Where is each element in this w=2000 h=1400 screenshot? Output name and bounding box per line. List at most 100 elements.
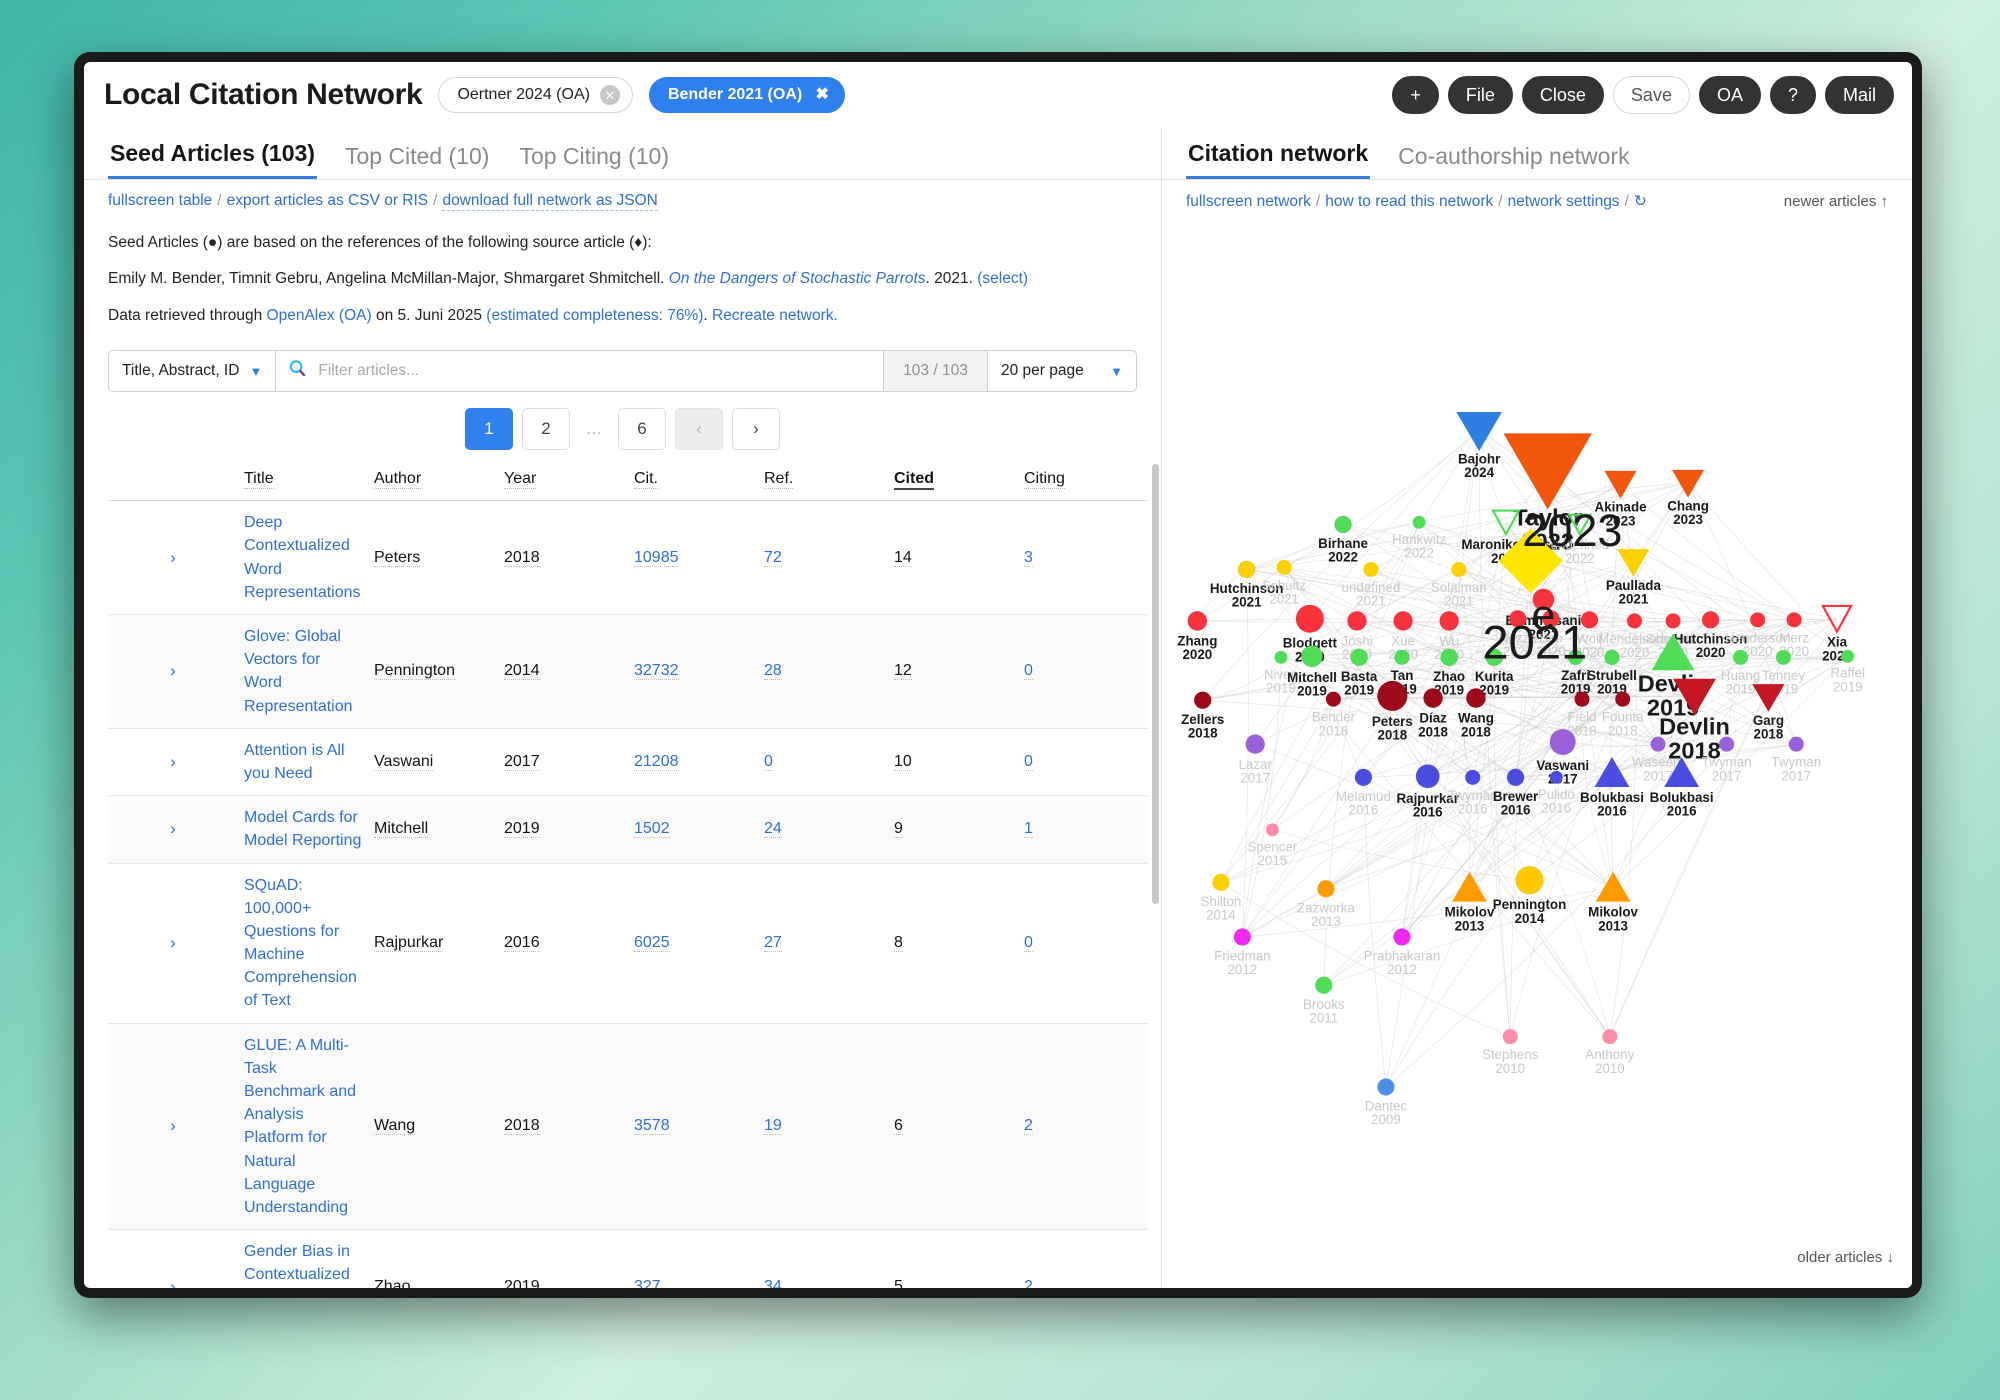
table-scrollbar-thumb[interactable] <box>1152 464 1159 905</box>
link-fullscreen-network[interactable]: fullscreen network <box>1186 193 1311 210</box>
oa-button[interactable]: OA <box>1698 76 1761 114</box>
row-citations[interactable]: 327 <box>628 1230 758 1288</box>
close-icon[interactable]: ✖ <box>815 86 829 103</box>
table-row[interactable]: › GLUE: A Multi-Task Benchmark and Analys… <box>108 1023 1148 1230</box>
file-button[interactable]: File <box>1447 76 1513 114</box>
row-citations[interactable]: 3578 <box>634 1117 670 1136</box>
row-expand-chevron-icon[interactable]: › <box>170 751 176 771</box>
table-row[interactable]: › SQuAD: 100,000+ Questions for Machine C… <box>108 863 1148 1024</box>
row-expand-chevron-icon[interactable]: › <box>170 1116 176 1136</box>
row-citing[interactable]: 2 <box>1018 1230 1148 1288</box>
row-citations[interactable]: 10985 <box>634 548 679 567</box>
row-citing[interactable]: 0 <box>1024 662 1033 681</box>
table-row[interactable]: › Attention is All you Need Vaswani 2017 212… <box>108 728 1148 796</box>
row-references[interactable]: 24 <box>764 820 782 839</box>
row-references[interactable]: 72 <box>764 548 782 567</box>
row-citing[interactable]: 2 <box>1024 1117 1033 1136</box>
link-how-to-read[interactable]: how to read this network <box>1325 193 1494 210</box>
recreate-network-link[interactable]: Recreate network. <box>712 306 838 324</box>
row-citing[interactable]: 0 <box>1024 752 1033 771</box>
row-expand-chevron-icon[interactable]: › <box>170 819 176 839</box>
tab-coauthorship-network[interactable]: Co-authorship network <box>1398 143 1630 169</box>
table-row[interactable]: › Glove: Global Vectors for Word Represen… <box>108 614 1148 729</box>
row-citing[interactable]: 0 <box>1024 934 1033 953</box>
completeness-link[interactable]: (estimated completeness: 76%) <box>486 306 704 324</box>
source-title-link[interactable]: On the Dangers of Stochastic Parrots <box>668 270 926 288</box>
per-page-select[interactable]: 20 per page ▼ <box>987 350 1137 393</box>
row-references[interactable]: 34 <box>758 1230 888 1288</box>
add-button[interactable]: + <box>1392 76 1439 114</box>
prev-page-button[interactable]: ‹ <box>675 408 723 451</box>
tab-top-cited[interactable]: Top Cited (10) <box>344 143 490 169</box>
openalex-link[interactable]: OpenAlex (OA) <box>266 306 372 324</box>
row-citations[interactable]: 32732 <box>634 662 679 681</box>
row-title[interactable]: GLUE: A Multi-Task Benchmark and Analysi… <box>244 1036 357 1216</box>
th-year[interactable]: Year <box>498 464 628 502</box>
source-chip-bender[interactable]: Bender 2021 (OA) ✖ <box>648 77 846 113</box>
table-scrollbar[interactable] <box>1152 464 1159 1288</box>
page-button-1[interactable]: 1 <box>465 408 513 451</box>
link-network-settings[interactable]: network settings <box>1507 193 1620 210</box>
help-button[interactable]: ? <box>1769 76 1816 114</box>
th-references[interactable]: Ref. <box>758 464 888 502</box>
row-title[interactable]: Gender Bias in Contextualized Word Embed… <box>244 1243 350 1284</box>
row-citations[interactable]: 21208 <box>634 752 679 771</box>
network-nodes[interactable]: Bajohr2024Taylor2023Akinade2023Chang2023… <box>1177 412 1865 1127</box>
row-title[interactable]: Attention is All you Need <box>244 741 345 782</box>
source-chip-oertner[interactable]: Oertner 2024 (OA) ✕ <box>438 77 633 113</box>
row-references[interactable]: 19 <box>764 1117 782 1136</box>
link-download-json[interactable]: download full network as JSON <box>442 192 658 211</box>
row-title[interactable]: Model Cards for Model Reporting <box>244 809 362 850</box>
select-link[interactable]: (select) <box>977 270 1029 288</box>
row-expand-chevron-icon[interactable]: › <box>170 1276 176 1288</box>
tab-seed-articles[interactable]: Seed Articles (103) <box>108 136 317 179</box>
row-citations[interactable]: 6025 <box>634 934 670 953</box>
close-icon[interactable]: ✕ <box>599 85 620 105</box>
mail-button[interactable]: Mail <box>1824 76 1894 114</box>
table-row[interactable]: › Model Cards for Model Reporting Mitchell… <box>108 795 1148 864</box>
citation-network-graph[interactable]: Bajohr 2024 Taylor 2023 Akinade 2023 Chang 2023… <box>1162 211 1912 1288</box>
next-page-button[interactable]: › <box>732 408 780 451</box>
row-references[interactable]: 27 <box>764 934 782 953</box>
